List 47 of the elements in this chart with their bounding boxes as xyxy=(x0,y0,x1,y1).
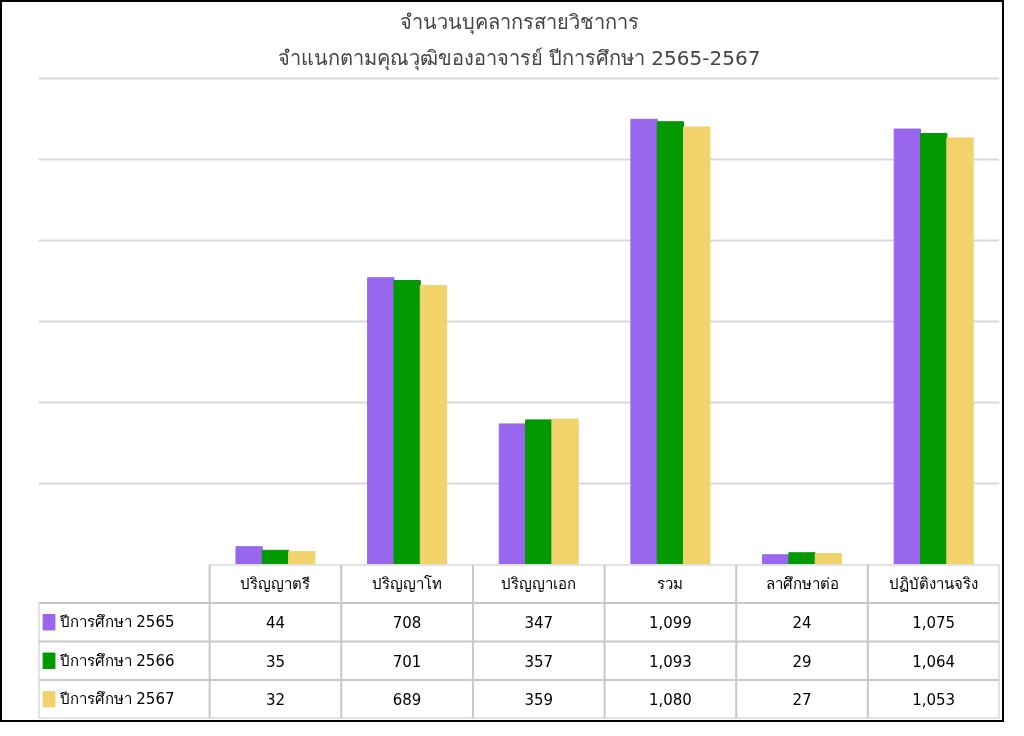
bar xyxy=(498,423,527,564)
data-label: 701 xyxy=(392,652,422,671)
bar xyxy=(235,546,263,564)
bar xyxy=(814,553,843,564)
data-label: 1,099 xyxy=(648,614,692,633)
legend-label: ปีการศึกษา 2566 xyxy=(58,651,175,670)
data-label: 708 xyxy=(392,614,422,633)
bar xyxy=(656,121,685,564)
bar xyxy=(630,118,658,564)
data-label: 1,053 xyxy=(912,691,956,710)
data-label: 357 xyxy=(524,652,554,671)
data-label: 35 xyxy=(265,652,286,671)
bar xyxy=(551,418,579,564)
x-tick-label: ปริญญาเอก xyxy=(501,574,577,593)
chart-subtitle: จำแนกตามคุณวุฒิของอาจารย์ ปีการศึกษา 2565-2567 xyxy=(277,45,761,71)
chart-title: จำนวนบุคลากรสายวิชาการ xyxy=(399,9,639,35)
bar xyxy=(419,284,448,564)
x-tick-label: ปริญญาตรี xyxy=(240,574,311,593)
bar xyxy=(683,126,711,564)
data-label: 32 xyxy=(265,691,286,710)
data-label: 27 xyxy=(792,691,812,710)
bar xyxy=(525,419,553,564)
data-label: 1,064 xyxy=(912,652,956,671)
bar xyxy=(393,280,421,564)
data-label: 24 xyxy=(792,614,812,633)
bar xyxy=(920,132,948,564)
data-label: 359 xyxy=(524,691,554,710)
data-label: 1,093 xyxy=(648,652,692,671)
data-label: 29 xyxy=(792,652,812,671)
bar xyxy=(762,554,790,564)
bar xyxy=(946,137,974,564)
bar xyxy=(261,549,290,564)
data-label: 347 xyxy=(524,614,554,633)
x-tick-label: ปฏิบัติงานจริง xyxy=(889,574,979,593)
data-label: 44 xyxy=(265,614,286,633)
data-label: 689 xyxy=(392,691,422,710)
bar xyxy=(367,277,395,564)
x-tick-label: ปริญญาโท xyxy=(372,574,443,593)
data-label: 1,075 xyxy=(912,614,956,633)
bar xyxy=(288,551,316,564)
legend-label: ปีการศึกษา 2565 xyxy=(58,613,175,632)
x-tick-label: ลาศึกษาต่อ xyxy=(765,574,839,593)
bar xyxy=(893,128,922,564)
x-tick-label: รวม xyxy=(657,574,684,593)
data-label: 1,080 xyxy=(648,691,692,710)
bar xyxy=(788,552,816,564)
legend-label: ปีการศึกษา 2567 xyxy=(58,690,175,709)
